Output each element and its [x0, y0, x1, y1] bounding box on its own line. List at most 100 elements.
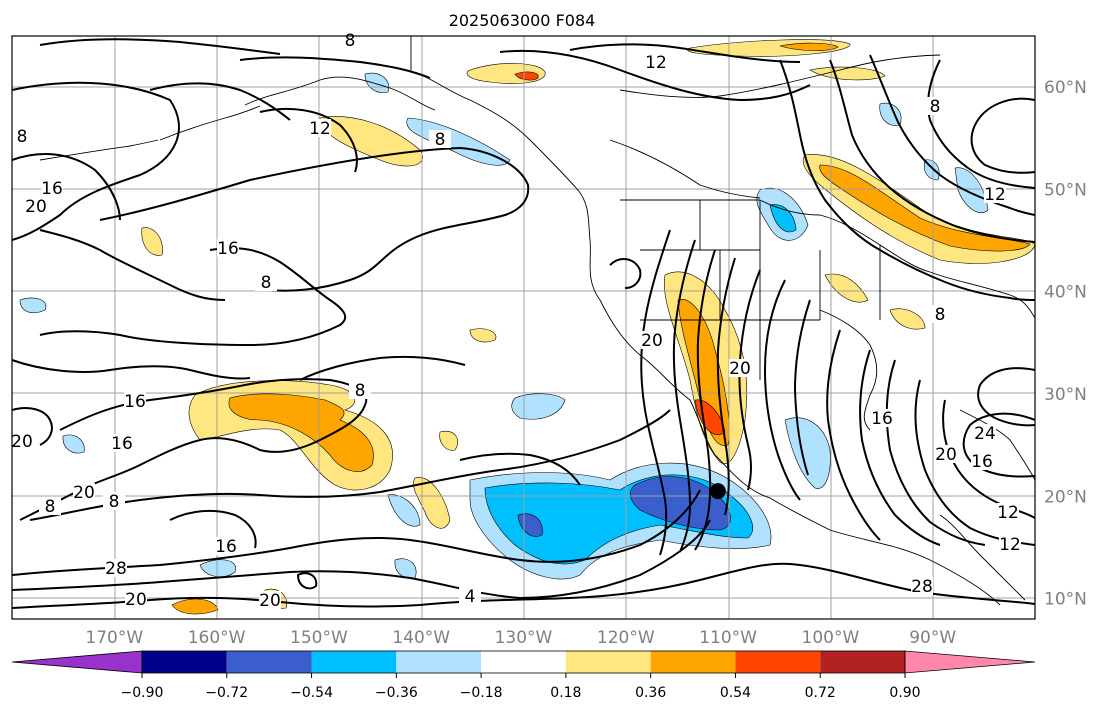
colorbar-segment	[650, 651, 736, 673]
colorbar-tick-label: −0.72	[205, 685, 248, 701]
lon-label: 90°W	[909, 628, 956, 648]
contour-label: 8	[17, 127, 28, 147]
contour-label: 8	[261, 273, 272, 293]
positive-anomaly-area	[439, 430, 459, 451]
contour-label: 8	[935, 305, 946, 325]
contour-label-background	[929, 305, 951, 323]
negative-anomaly-area	[19, 297, 47, 313]
contour-label-background	[997, 503, 1019, 521]
contour-label: 24	[974, 424, 996, 444]
contour-label-background	[25, 197, 47, 215]
contour-label: 12	[999, 535, 1021, 555]
contour-label-background	[217, 239, 239, 257]
contour-label: 16	[971, 452, 993, 472]
contour-label: 20	[25, 197, 47, 217]
contour-label: 16	[217, 239, 239, 259]
colorbar-tick-label: 0.90	[889, 685, 920, 701]
contour-label: 8	[355, 381, 366, 401]
contour-label: 8	[930, 97, 941, 117]
contour-label: 8	[345, 31, 356, 51]
contour-label: 28	[911, 577, 933, 597]
lat-label: 50°N	[1044, 180, 1087, 200]
lat-label: 10°N	[1044, 590, 1087, 610]
lon-label: 120°W	[597, 628, 655, 648]
positive-anomaly-area	[469, 328, 497, 343]
colorbar-segment	[311, 651, 397, 673]
contour-label: 8	[109, 492, 120, 512]
lon-label: 110°W	[699, 628, 757, 648]
contour-label-background	[349, 381, 371, 399]
negative-anomaly-area	[364, 72, 390, 93]
negative-anomaly-area	[62, 434, 85, 454]
contour-label-background	[39, 497, 61, 515]
contour-label: 28	[105, 559, 127, 579]
negative-anomaly-area	[784, 417, 831, 489]
contour-label-background	[871, 409, 893, 427]
contour-label: 20	[729, 359, 751, 379]
contour-label: 8	[45, 497, 56, 517]
colorbar-segment	[396, 651, 482, 673]
contour-label-background	[105, 559, 127, 577]
contour-label-background	[73, 483, 95, 501]
storm-center-marker	[709, 483, 726, 500]
contour-label-background	[259, 591, 281, 609]
contour-label-background	[641, 331, 663, 349]
lon-label: 160°W	[188, 628, 246, 648]
longitude-labels: 170°W 160°W 150°W 140°W 130°W 120°W 110°W 100°W…	[85, 628, 956, 648]
contour-label: 8	[435, 130, 446, 150]
contour-label: 12	[645, 53, 667, 73]
contour-label: 20	[11, 432, 33, 452]
contour-label: 4	[465, 587, 476, 607]
coastlines	[39, 36, 1036, 606]
positive-anomaly-area	[809, 66, 886, 81]
contour-label: 20	[125, 590, 147, 610]
positive-anomaly-core	[514, 71, 539, 81]
negative-anomaly-area	[511, 393, 566, 420]
contour-label-background	[11, 432, 33, 450]
positive-anomaly-area	[824, 273, 869, 303]
contour-label: 12	[997, 503, 1019, 523]
colorbar-segment	[735, 651, 821, 673]
contour-label: 16	[215, 537, 237, 557]
colorbar-tick-label: 0.72	[805, 685, 836, 701]
negative-anomaly-area	[954, 167, 989, 214]
map-frame	[11, 35, 1036, 620]
contour-label: 20	[259, 591, 281, 611]
lon-label: 150°W	[290, 628, 348, 648]
contour-label-background	[111, 434, 133, 452]
contour-label-background	[924, 97, 946, 115]
contour-label-background	[729, 359, 751, 377]
contour-label-background	[935, 445, 957, 463]
colorbar-tick-label: 0.54	[720, 685, 751, 701]
contour-label: 12	[984, 185, 1006, 205]
positive-anomaly-area	[819, 164, 1031, 252]
colorbar-segment	[820, 651, 905, 673]
latitude-labels: 10°N 20°N 30°N 40°N 50°N 60°N	[1044, 78, 1087, 609]
colorbar-tick-label: −0.18	[460, 685, 503, 701]
lon-label: 130°W	[495, 628, 553, 648]
positive-anomaly-area	[141, 227, 163, 256]
contour-label: 12	[309, 119, 331, 139]
contour-label: 20	[641, 331, 663, 351]
colorbar-segment	[565, 651, 651, 673]
colorbar-segment	[226, 651, 312, 673]
map-title: 2025063000 F084	[449, 11, 596, 30]
contour-label-background	[999, 535, 1021, 553]
colorbar: −0.90 −0.72 −0.54 −0.36 −0.18 0.18 0.36 0.54 0.7…	[11, 650, 1036, 701]
negative-anomaly-area	[769, 204, 797, 233]
contour-label-background	[309, 119, 331, 137]
contour-label: 16	[124, 392, 146, 412]
contour-label-background	[41, 179, 63, 197]
contour-label: 16	[41, 179, 63, 199]
positive-anomaly-area	[779, 42, 839, 51]
contour-label-background	[459, 587, 481, 605]
contour-label: 16	[871, 409, 893, 429]
positive-anomaly-area	[677, 299, 730, 446]
contour-label-background	[429, 130, 451, 148]
contour-label-background	[984, 185, 1006, 203]
contour-label-background	[125, 590, 147, 608]
colorbar-tick-label: 0.36	[635, 685, 666, 701]
